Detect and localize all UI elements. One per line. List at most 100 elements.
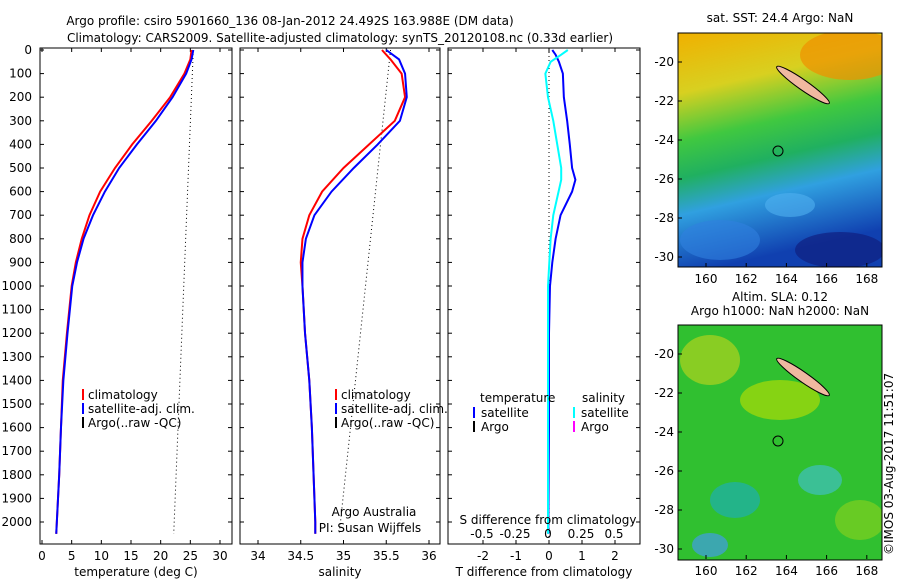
x-tick-label: 35.5 [373, 549, 400, 563]
legend-swatch [82, 417, 84, 428]
legend-label: climatology [88, 388, 158, 402]
annotation-line-2: PI: Susan Wijffels [319, 521, 421, 535]
plot-frame [239, 47, 441, 545]
lat-tick-label: -20 [654, 347, 674, 361]
sla-map-title-2: Argo h1000: NaN h2000: NaN [691, 304, 869, 318]
depth-tick-label: 700 [9, 208, 32, 222]
depth-tick-label: 1400 [1, 373, 32, 387]
x2-tick-label: -0.25 [499, 527, 530, 541]
depth-tick-label: 900 [9, 255, 32, 269]
series-line-t-satellite [547, 49, 577, 534]
lon-tick-label: 168 [855, 564, 878, 578]
depth-tick-label: 1000 [1, 279, 32, 293]
depth-tick-label: 1600 [1, 421, 32, 435]
legend-label: climatology [341, 388, 411, 402]
annotation-line-1: Argo Australia [332, 505, 417, 519]
legend-swatch [82, 403, 84, 414]
depth-tick-label: 800 [9, 232, 32, 246]
x2-axis-label: S difference from climatology [460, 513, 637, 527]
new-caledonia-landmass [776, 65, 830, 105]
x-tick-label: 5 [68, 549, 76, 563]
depth-tick-label: 2000 [1, 515, 32, 529]
legend-label: satellite [481, 406, 529, 420]
lat-tick-label: -30 [654, 542, 674, 556]
lat-tick-label: -28 [654, 211, 674, 225]
sla-map: Altim. SLA: 0.12 Argo h1000: NaN h2000: … [654, 290, 883, 578]
legend-header-salinity: salinity [582, 391, 625, 405]
depth-tick-label: 200 [9, 90, 32, 104]
x-tick-label: 2 [611, 549, 619, 563]
x-tick-label: 0 [545, 549, 553, 563]
x-tick-label: 15 [123, 549, 138, 563]
profile-panel-2: 34 34.5 35 35.5 36 salinity climatologysatelli… [239, 47, 448, 579]
legend-label: satellite [581, 406, 629, 420]
x-tick-label: 30 [212, 549, 227, 563]
x2-tick-label: 0.5 [604, 527, 623, 541]
depth-tick-label: 1800 [1, 468, 32, 482]
legend-swatch [473, 407, 475, 418]
lat-tick-label: -24 [654, 425, 674, 439]
new-caledonia-landmass [776, 357, 830, 397]
legend-label: satellite-adj. clim. [88, 402, 195, 416]
legend-swatch [335, 403, 337, 414]
title-line-2: Climatology: CARS2009. Satellite-adjuste… [67, 31, 613, 45]
legend-label: Argo [481, 420, 509, 434]
x-tick-label: 25 [183, 549, 198, 563]
depth-tick-label: 1700 [1, 444, 32, 458]
series-line-satellite-adj-clim- [301, 49, 408, 534]
argo-location-marker [772, 435, 784, 447]
x-tick-label: 1 [578, 549, 586, 563]
lon-tick-label: 162 [735, 272, 758, 286]
reference-dotted-line [338, 49, 392, 534]
lat-tick-label: -20 [654, 55, 674, 69]
x-tick-label: 34 [250, 549, 265, 563]
depth-tick-label: 1300 [1, 350, 32, 364]
legend-label: Argo [581, 420, 609, 434]
lon-tick-label: 164 [775, 272, 798, 286]
x2-tick-label: 0.25 [568, 527, 595, 541]
x2-tick-label: -0.5 [470, 527, 493, 541]
argo-location-marker [772, 145, 784, 157]
sst-map: sat. SST: 24.4 Argo: NaN 160 162 164 166 168… [654, 11, 883, 286]
sla-map-title-1: Altim. SLA: 0.12 [732, 290, 828, 304]
lat-tick-label: -26 [654, 172, 674, 186]
reference-dotted-line [173, 49, 194, 534]
x-tick-label: 10 [94, 549, 109, 563]
lon-tick-label: 162 [735, 564, 758, 578]
series-line-climatology [55, 49, 193, 534]
lon-tick-label: 160 [695, 564, 718, 578]
legend-swatch [335, 417, 337, 428]
lat-tick-label: -30 [654, 250, 674, 264]
lon-tick-label: 168 [855, 272, 878, 286]
legend-label: satellite-adj. clim. [341, 402, 448, 416]
sst-map-title: sat. SST: 24.4 Argo: NaN [707, 11, 854, 25]
series-line-satellite-adj-clim- [55, 49, 195, 534]
x-tick-label: 36 [421, 549, 436, 563]
x-tick-label: 34.5 [287, 549, 314, 563]
depth-tick-label: 500 [9, 161, 32, 175]
lat-tick-label: -22 [654, 386, 674, 400]
x-axis-label: salinity [318, 565, 361, 579]
lat-tick-label: -22 [654, 94, 674, 108]
legend-swatch [573, 421, 575, 432]
x-tick-label: 35 [336, 549, 351, 563]
lat-tick-label: -26 [654, 464, 674, 478]
lon-tick-label: 166 [815, 564, 838, 578]
profile-panel-3: -2 -1 0 1 2 T difference from climatology [447, 47, 641, 579]
lon-tick-label: 160 [695, 272, 718, 286]
x-tick-label: 0 [38, 549, 46, 563]
legend-label: Argo(..raw -QC) [88, 416, 181, 430]
depth-tick-label: 1100 [1, 303, 32, 317]
lat-tick-label: -24 [654, 133, 674, 147]
x-axis-label: temperature (deg C) [74, 565, 197, 579]
legend-header-temperature: temperature [480, 391, 555, 405]
depth-tick-label: 0 [24, 43, 32, 57]
credit-text: ©IMOS 03-Aug-2017 11:51:07 [882, 373, 896, 555]
series-line-s-satellite [544, 49, 569, 534]
lon-tick-label: 164 [775, 564, 798, 578]
depth-tick-label: 1500 [1, 397, 32, 411]
depth-tick-label: 100 [9, 67, 32, 81]
depth-tick-label: 1900 [1, 491, 32, 505]
title-line-1: Argo profile: csiro 5901660_136 08-Jan-2… [66, 14, 513, 28]
